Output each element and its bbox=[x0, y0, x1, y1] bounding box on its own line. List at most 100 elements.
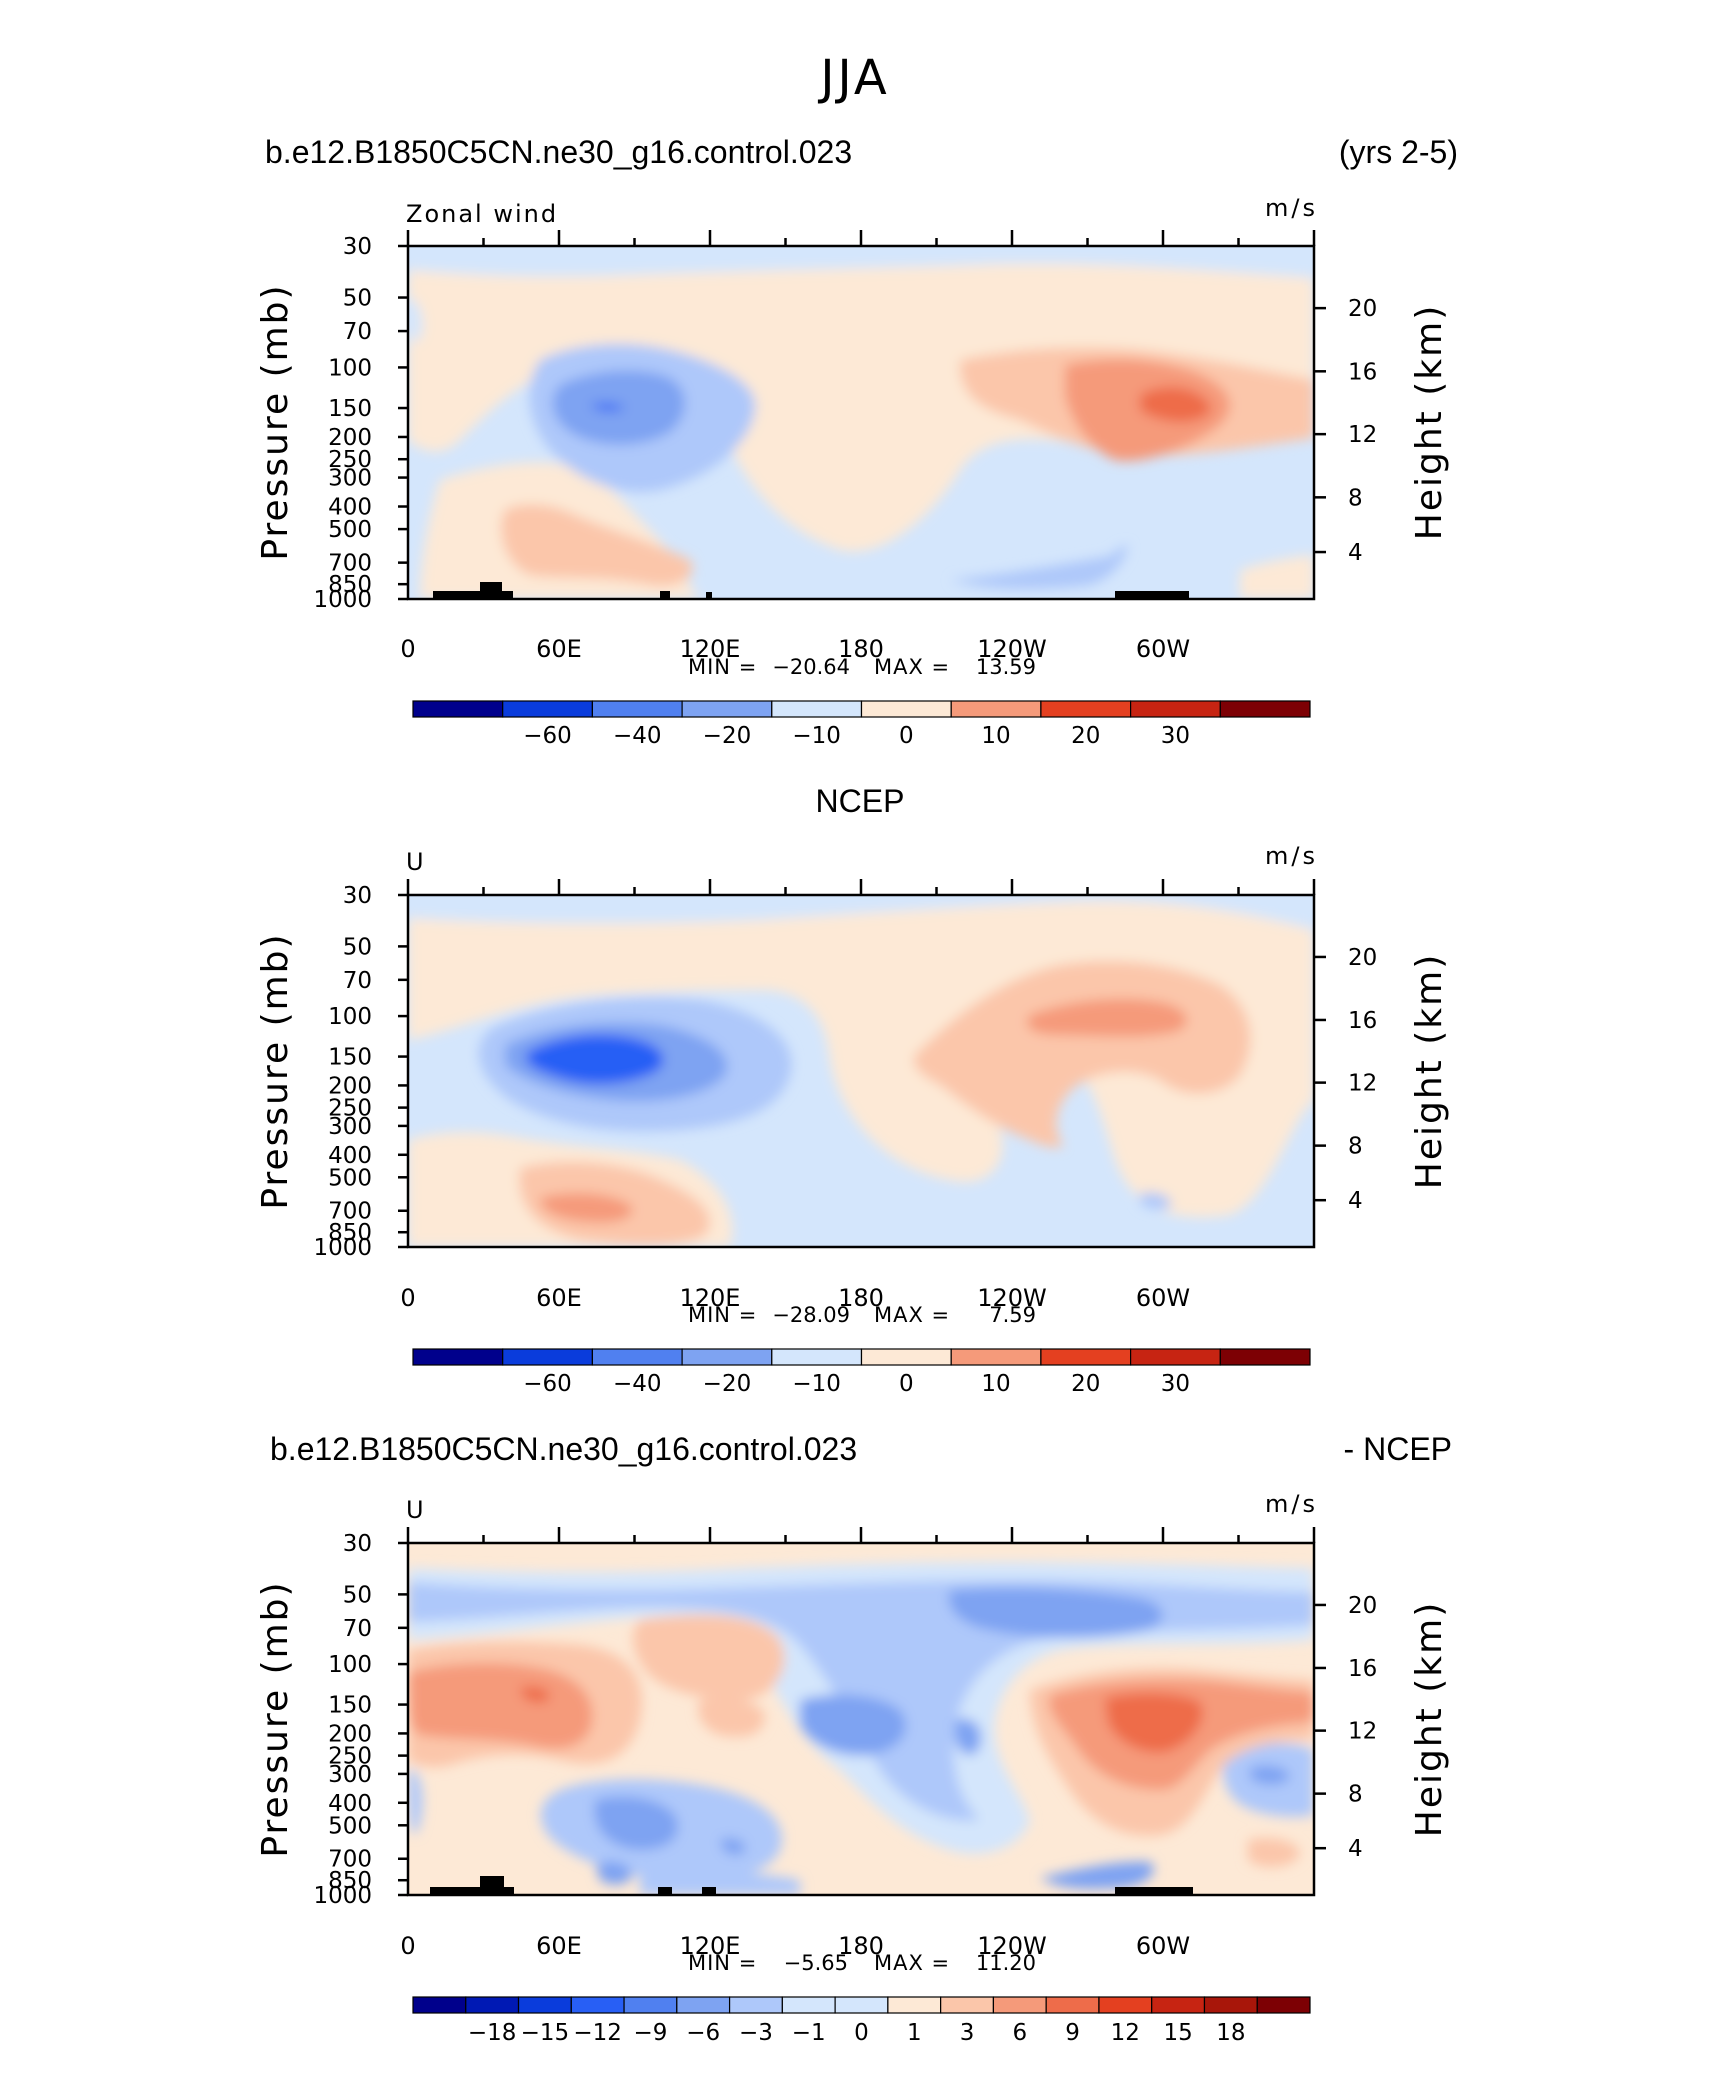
min-value: −28.09 bbox=[772, 1303, 850, 1327]
y2-tick-label: 4 bbox=[1348, 1188, 1363, 1214]
colorbar-label: 20 bbox=[1071, 1371, 1100, 1397]
x-tick-label: 60E bbox=[536, 1284, 582, 1312]
y-tick-label: 100 bbox=[328, 1652, 372, 1678]
y-tick-label: 300 bbox=[328, 466, 372, 492]
y-tick-label: 850 bbox=[328, 572, 372, 598]
y-tick-label: 100 bbox=[328, 1004, 372, 1030]
colorbar-label: 9 bbox=[1065, 2020, 1080, 2046]
contour-negative-lower-4 bbox=[720, 1838, 746, 1855]
y-tick-label: 30 bbox=[343, 883, 372, 909]
panel-header-right: (yrs 2-5) bbox=[1339, 134, 1458, 170]
colorbar-label: −60 bbox=[523, 1371, 572, 1397]
colorbar-box bbox=[950, 1348, 1042, 1366]
x-tick-label: 60E bbox=[536, 1932, 582, 1960]
y-tick-label: 700 bbox=[328, 1847, 372, 1873]
y-tick-label: 200 bbox=[328, 1073, 372, 1099]
colorbar-label: 0 bbox=[899, 1371, 914, 1397]
colorbar-label: −10 bbox=[792, 1371, 841, 1397]
y-tick-label: 1000 bbox=[313, 1235, 372, 1261]
colorbar-box bbox=[1151, 1996, 1206, 2014]
colorbar-box bbox=[940, 1996, 995, 2014]
colorbar: −60 −40 −20 −10 0 10 20 30 bbox=[412, 700, 1311, 749]
x-tick-label: 60W bbox=[1136, 1284, 1190, 1312]
y2-tick-label: 8 bbox=[1348, 1782, 1363, 1808]
colorbar-label: −20 bbox=[703, 723, 752, 749]
y-tick-label: 250 bbox=[328, 447, 372, 473]
colorbar-label: 18 bbox=[1216, 2020, 1245, 2046]
y-tick-label: 100 bbox=[328, 355, 372, 381]
y-tick-label: 250 bbox=[328, 1096, 372, 1122]
y2-tick-label: 16 bbox=[1348, 1008, 1377, 1034]
y-tick-label: 700 bbox=[328, 551, 372, 577]
max-label: MAX = bbox=[874, 1951, 950, 1975]
y-tick-label: 50 bbox=[343, 1582, 372, 1608]
units-label: m/s bbox=[1265, 194, 1318, 222]
colorbar-box bbox=[1129, 700, 1221, 718]
y-axis-title: Pressure (mb) bbox=[255, 1580, 296, 1857]
colorbar-box bbox=[950, 700, 1042, 718]
panel-header-right: - NCEP bbox=[1344, 1431, 1452, 1467]
x-tick-label: 180 bbox=[838, 1284, 884, 1312]
colorbar-label: 12 bbox=[1111, 2020, 1140, 2046]
x-tick-label: 0 bbox=[400, 1284, 415, 1312]
colorbar-box bbox=[1040, 700, 1132, 718]
y2-tick-label: 16 bbox=[1348, 359, 1377, 385]
colorbar-box bbox=[570, 1996, 625, 2014]
y-tick-label: 70 bbox=[343, 968, 372, 994]
y2-tick-label: 20 bbox=[1348, 945, 1377, 971]
y-tick-label: 300 bbox=[328, 1114, 372, 1140]
contour-positive-right-3 bbox=[1105, 1693, 1203, 1753]
contour-negative-surface bbox=[950, 545, 1128, 589]
y-tick-label: 200 bbox=[328, 1721, 372, 1747]
colorbar-box bbox=[860, 700, 952, 718]
y2-tick-label: 12 bbox=[1348, 1719, 1377, 1745]
colorbar-label: −10 bbox=[792, 723, 841, 749]
contour-positive-horseshoe-2 bbox=[1026, 998, 1187, 1037]
colorbar-label: 0 bbox=[854, 2020, 869, 2046]
y-tick-label: 30 bbox=[343, 1531, 372, 1557]
y2-tick-label: 8 bbox=[1348, 1134, 1363, 1160]
colorbar-box bbox=[1256, 1996, 1311, 2014]
panel-header-left: b.e12.B1850C5CN.ne30_g16.control.023 bbox=[270, 1431, 857, 1467]
y-tick-label: 1000 bbox=[313, 1883, 372, 1909]
panel-difference: b.e12.B1850C5CN.ne30_g16.control.023 - N… bbox=[255, 1431, 1452, 2046]
colorbar-label: −3 bbox=[739, 2020, 773, 2046]
y-tick-label: 850 bbox=[328, 1220, 372, 1246]
colorbar-label: −6 bbox=[686, 2020, 720, 2046]
y-tick-label: 400 bbox=[328, 495, 372, 521]
min-label: MIN = bbox=[688, 1951, 757, 1975]
contour-positive-jet-3 bbox=[1140, 387, 1211, 422]
y2-tick-label: 4 bbox=[1348, 1836, 1363, 1862]
x-tick-label: 180 bbox=[838, 1932, 884, 1960]
colorbar-label: −15 bbox=[521, 2020, 570, 2046]
y-tick-label: 500 bbox=[328, 1165, 372, 1191]
y2-axis-title: Height (km) bbox=[1409, 304, 1450, 540]
colorbar-label: 30 bbox=[1161, 723, 1190, 749]
contour-negative-bottom bbox=[640, 1869, 800, 1895]
contour-field bbox=[408, 1543, 1314, 1895]
colorbar-box bbox=[860, 1348, 952, 1366]
contour-positive-lower-2 bbox=[501, 504, 693, 586]
contour-positive-mid-2 bbox=[698, 1698, 765, 1737]
colorbar-label: 1 bbox=[907, 2020, 922, 2046]
y-axis-title: Pressure (mb) bbox=[255, 283, 296, 560]
colorbar-label: 6 bbox=[1012, 2020, 1027, 2046]
figure-title: JJA bbox=[817, 50, 889, 106]
contour-top-blue bbox=[408, 895, 1314, 930]
x-tick-label: 180 bbox=[838, 635, 884, 663]
colorbar-box bbox=[771, 1348, 863, 1366]
x-tick-label: 120E bbox=[680, 635, 741, 663]
x-tick-label: 120W bbox=[977, 1284, 1047, 1312]
y-tick-label: 70 bbox=[343, 1616, 372, 1642]
contour-negative-right-core bbox=[1250, 1765, 1290, 1785]
colorbar-box bbox=[771, 700, 863, 718]
y-tick-label: 250 bbox=[328, 1744, 372, 1770]
colorbar-box bbox=[681, 700, 773, 718]
colorbar-box bbox=[412, 1348, 504, 1366]
colorbar-box bbox=[412, 700, 504, 718]
contour-negative-jet-3 bbox=[525, 1034, 664, 1084]
panel-header-left: b.e12.B1850C5CN.ne30_g16.control.023 bbox=[265, 134, 852, 170]
